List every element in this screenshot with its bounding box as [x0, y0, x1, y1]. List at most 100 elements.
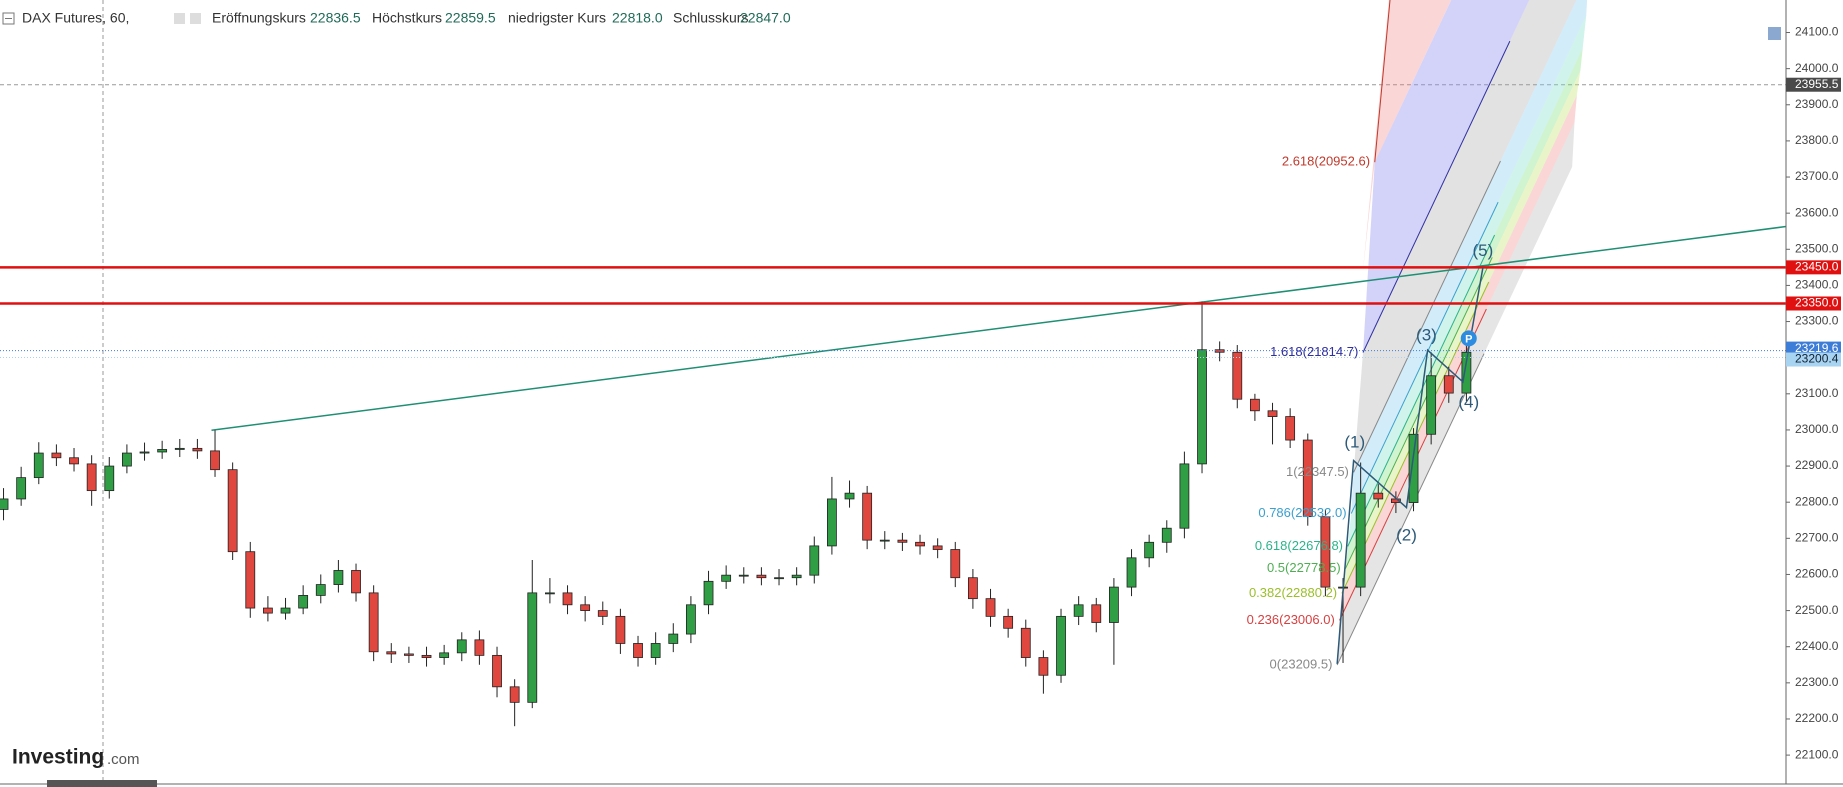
level-label: 23350.0 [1795, 296, 1839, 310]
crosshair-tag [1786, 77, 1841, 92]
candle-body [633, 643, 643, 658]
candle-body [968, 577, 978, 600]
fib-band [1345, 48, 1583, 569]
fib-label: 0(23209.5) [1270, 656, 1333, 671]
candle-body [774, 577, 784, 580]
candle-body [1109, 586, 1119, 623]
fib-label: 1.618(21814.7) [1270, 344, 1358, 359]
y-tick-label: 24000.0 [1795, 61, 1839, 75]
fib-line [1336, 353, 1485, 666]
candle-body [245, 551, 256, 609]
candle-body [1073, 604, 1084, 617]
candle-body [721, 574, 732, 582]
field-label: Schlusskurs [673, 10, 748, 26]
wave-label: (5) [1472, 241, 1493, 260]
candle-body [474, 639, 485, 656]
visibility-icon[interactable] [174, 13, 185, 24]
fib-line [1374, 0, 1391, 163]
candle-body [950, 549, 961, 579]
y-tick-label: 22900.0 [1795, 458, 1839, 472]
candle-body [1373, 492, 1384, 500]
candle-body [439, 652, 450, 658]
y-tick-label: 22700.0 [1795, 530, 1839, 544]
level-tag [1786, 260, 1841, 275]
candle-body [16, 477, 27, 500]
candle-body [192, 447, 203, 452]
scale-button[interactable] [1768, 27, 1781, 40]
candle-body [1443, 375, 1454, 394]
time-scroll[interactable] [47, 780, 157, 787]
candle-body [1285, 416, 1296, 441]
field-value: 22859.5 [445, 10, 496, 26]
candle-body [1179, 463, 1190, 529]
wave-label: (1) [1344, 432, 1365, 451]
candle-body [650, 643, 661, 658]
candle-body [456, 639, 467, 654]
fib-label: 0.786(22532.0) [1258, 505, 1346, 520]
candle-body [280, 607, 291, 614]
candle-body [862, 492, 873, 541]
fib-label: 0.382(22880.2) [1249, 585, 1337, 600]
candle-body [298, 595, 309, 609]
logo-suffix: .com [107, 751, 140, 768]
fib-line [1347, 234, 1496, 547]
y-tick-label: 23600.0 [1795, 205, 1839, 219]
y-tick-label: 22100.0 [1795, 747, 1839, 761]
fib-line [1362, 40, 1511, 353]
candle-body [1197, 349, 1207, 465]
y-tick-label: 22200.0 [1795, 711, 1839, 725]
candle-body [1355, 492, 1366, 588]
candle-body [174, 447, 185, 450]
plot-area [0, 0, 1786, 784]
candle-body [351, 570, 361, 594]
candle-body [1038, 657, 1049, 676]
price-label: 23219.6 [1795, 341, 1839, 355]
candle-body [1302, 439, 1313, 518]
fib-label: 1(22347.5) [1286, 464, 1349, 479]
price-tag [1786, 341, 1841, 356]
y-tick-label: 23700.0 [1795, 169, 1839, 183]
y-tick-label: 24100.0 [1795, 25, 1839, 39]
marker-label: P [1465, 333, 1472, 345]
wave-label: (3) [1416, 326, 1437, 345]
candle-body [703, 580, 714, 606]
candle-body [1020, 627, 1031, 658]
candle-body [139, 451, 150, 454]
candle-body [580, 604, 591, 611]
candle-body [844, 492, 855, 500]
candle-body [879, 539, 890, 542]
collapse-icon[interactable] [2, 12, 15, 25]
candle-body [827, 498, 837, 547]
y-tick-label: 23900.0 [1795, 97, 1839, 111]
field-label: niedrigster Kurs [508, 10, 606, 26]
fib-line [1350, 201, 1499, 514]
symbol: DAX Futures, 60, [22, 10, 129, 26]
candle-body [932, 545, 943, 550]
candle-body [738, 574, 749, 577]
candle-body [1091, 604, 1102, 623]
level-tag [1786, 296, 1841, 311]
fib-band [1337, 122, 1575, 666]
candle-body [562, 592, 573, 606]
candle-body [104, 465, 115, 492]
y-tick-label: 23300.0 [1795, 314, 1839, 328]
candle-body [597, 610, 608, 617]
candle-body [210, 450, 220, 471]
y-tick-label: 23100.0 [1795, 386, 1839, 400]
logo-brand: Investing [12, 746, 104, 769]
candle-body [756, 574, 767, 579]
candle-body [86, 463, 97, 492]
fib-label: 0.618(22676.8) [1255, 538, 1343, 553]
candle-body [1461, 351, 1472, 394]
price-tag [1786, 352, 1841, 367]
candle-body [403, 653, 414, 656]
wave-path [1336, 267, 1484, 664]
candle-body [915, 541, 925, 547]
candle-body [668, 633, 679, 644]
candle-body [368, 592, 379, 653]
candle-body [1426, 375, 1437, 435]
candle-body [791, 574, 802, 579]
settings-icon[interactable] [190, 13, 201, 24]
